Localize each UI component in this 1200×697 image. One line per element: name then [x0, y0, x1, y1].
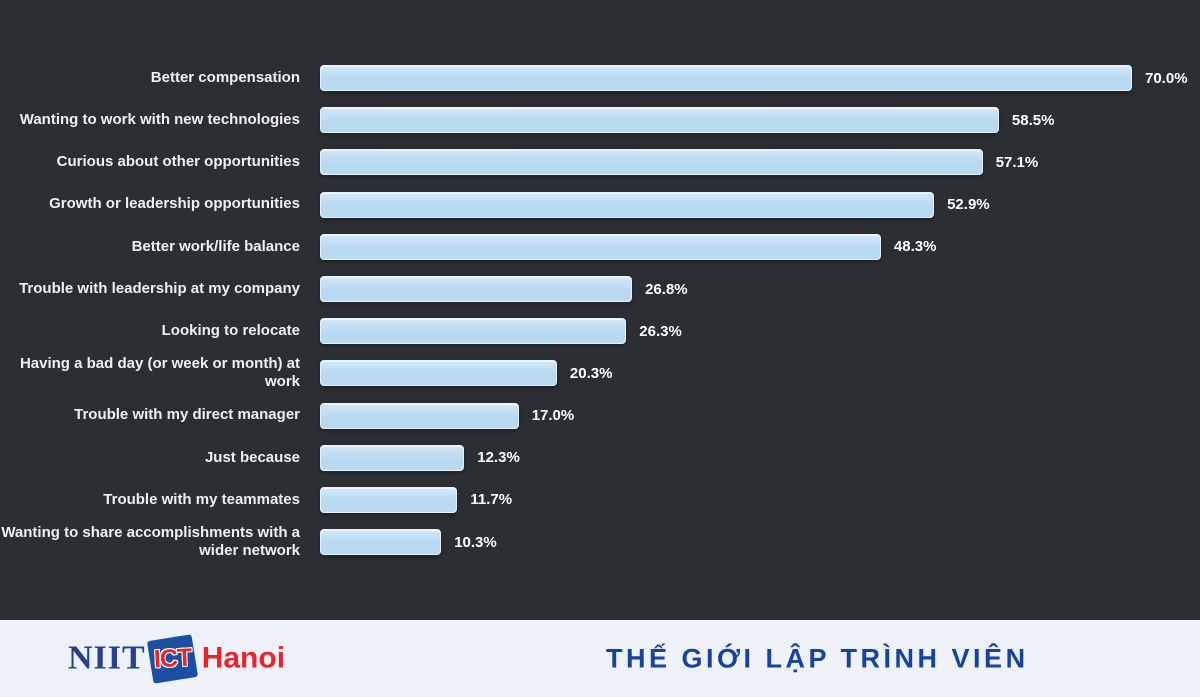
chart-row: Wanting to work with new technologies 58…: [0, 99, 1200, 141]
chart-row: Better work/life balance 48.3%: [0, 226, 1200, 268]
category-label: Growth or leadership opportunities: [49, 195, 300, 213]
category-label: Wanting to share accomplishments with a …: [1, 523, 300, 560]
chart-row: Curious about other opportunities 57.1%: [0, 141, 1200, 183]
value-label: 12.3%: [477, 449, 520, 467]
value-label: 17.0%: [531, 407, 575, 425]
chart-row: Having a bad day (or week or month) at w…: [0, 352, 1200, 394]
category-label: Trouble with my direct manager: [74, 406, 300, 424]
niit-ict-hanoi-logo: NIIT ICT Hanoi: [68, 633, 286, 684]
bar: [320, 360, 557, 387]
category-label: Having a bad day (or week or month) at w…: [19, 354, 300, 391]
value-label: 52.9%: [947, 196, 990, 214]
bar: [320, 107, 999, 134]
category-label: Better work/life balance: [131, 237, 300, 255]
chart-row: Better compensation 70.0%: [0, 57, 1200, 99]
chart-row: Trouble with my direct manager 17.0%: [0, 395, 1200, 437]
bar: [320, 486, 458, 513]
category-label: Wanting to work with new technologies: [19, 111, 300, 129]
bar: [320, 276, 633, 303]
value-label: 48.3%: [893, 238, 937, 256]
logo-niit-text: NIIT: [68, 639, 146, 677]
value-label: 58.5%: [1011, 111, 1055, 129]
category-label: Trouble with leadership at my company: [19, 279, 300, 297]
footer-slogan: THẾ GIỚI LẬP TRÌNH VIÊN: [606, 643, 1029, 673]
chart-row: Growth or leadership opportunities 52.9%: [0, 184, 1200, 226]
bar: [320, 318, 627, 345]
logo-ict-text: ICT: [152, 643, 192, 673]
logo-hanoi-text: Hanoi: [201, 641, 286, 675]
bar: [320, 65, 1132, 92]
value-label: 26.8%: [645, 280, 688, 298]
chart-row: Trouble with leadership at my company 26…: [0, 268, 1200, 310]
horizontal-bar-chart: Better compensation 70.0% Wanting to wor…: [0, 57, 1200, 563]
value-label: 57.1%: [995, 153, 1039, 171]
category-label: Better compensation: [150, 68, 300, 86]
chart-row: Looking to relocate 26.3%: [0, 310, 1200, 352]
value-label: 26.3%: [639, 322, 682, 340]
bar: [320, 529, 442, 556]
bar: [320, 444, 465, 471]
chart-row: Just because 12.3%: [0, 437, 1200, 479]
value-label: 11.7%: [470, 491, 513, 509]
chart-row: Wanting to share accomplishments with a …: [0, 521, 1200, 563]
category-label: Trouble with my teammates: [103, 490, 300, 508]
footer: NIIT ICT Hanoi THẾ GIỚI LẬP TRÌNH VIÊN: [0, 620, 1200, 697]
bar: [320, 149, 983, 176]
category-label: Looking to relocate: [161, 321, 300, 339]
value-label: 20.3%: [569, 364, 613, 382]
value-label: 10.3%: [454, 533, 497, 551]
category-label: Curious about other opportunities: [56, 153, 300, 171]
category-label: Just because: [204, 448, 300, 466]
chart-row: Trouble with my teammates 11.7%: [0, 479, 1200, 521]
bar: [320, 402, 519, 429]
logo-ict-badge: ICT: [146, 633, 198, 684]
bar: [320, 191, 935, 218]
value-label: 70.0%: [1145, 69, 1188, 87]
bar: [320, 233, 881, 260]
